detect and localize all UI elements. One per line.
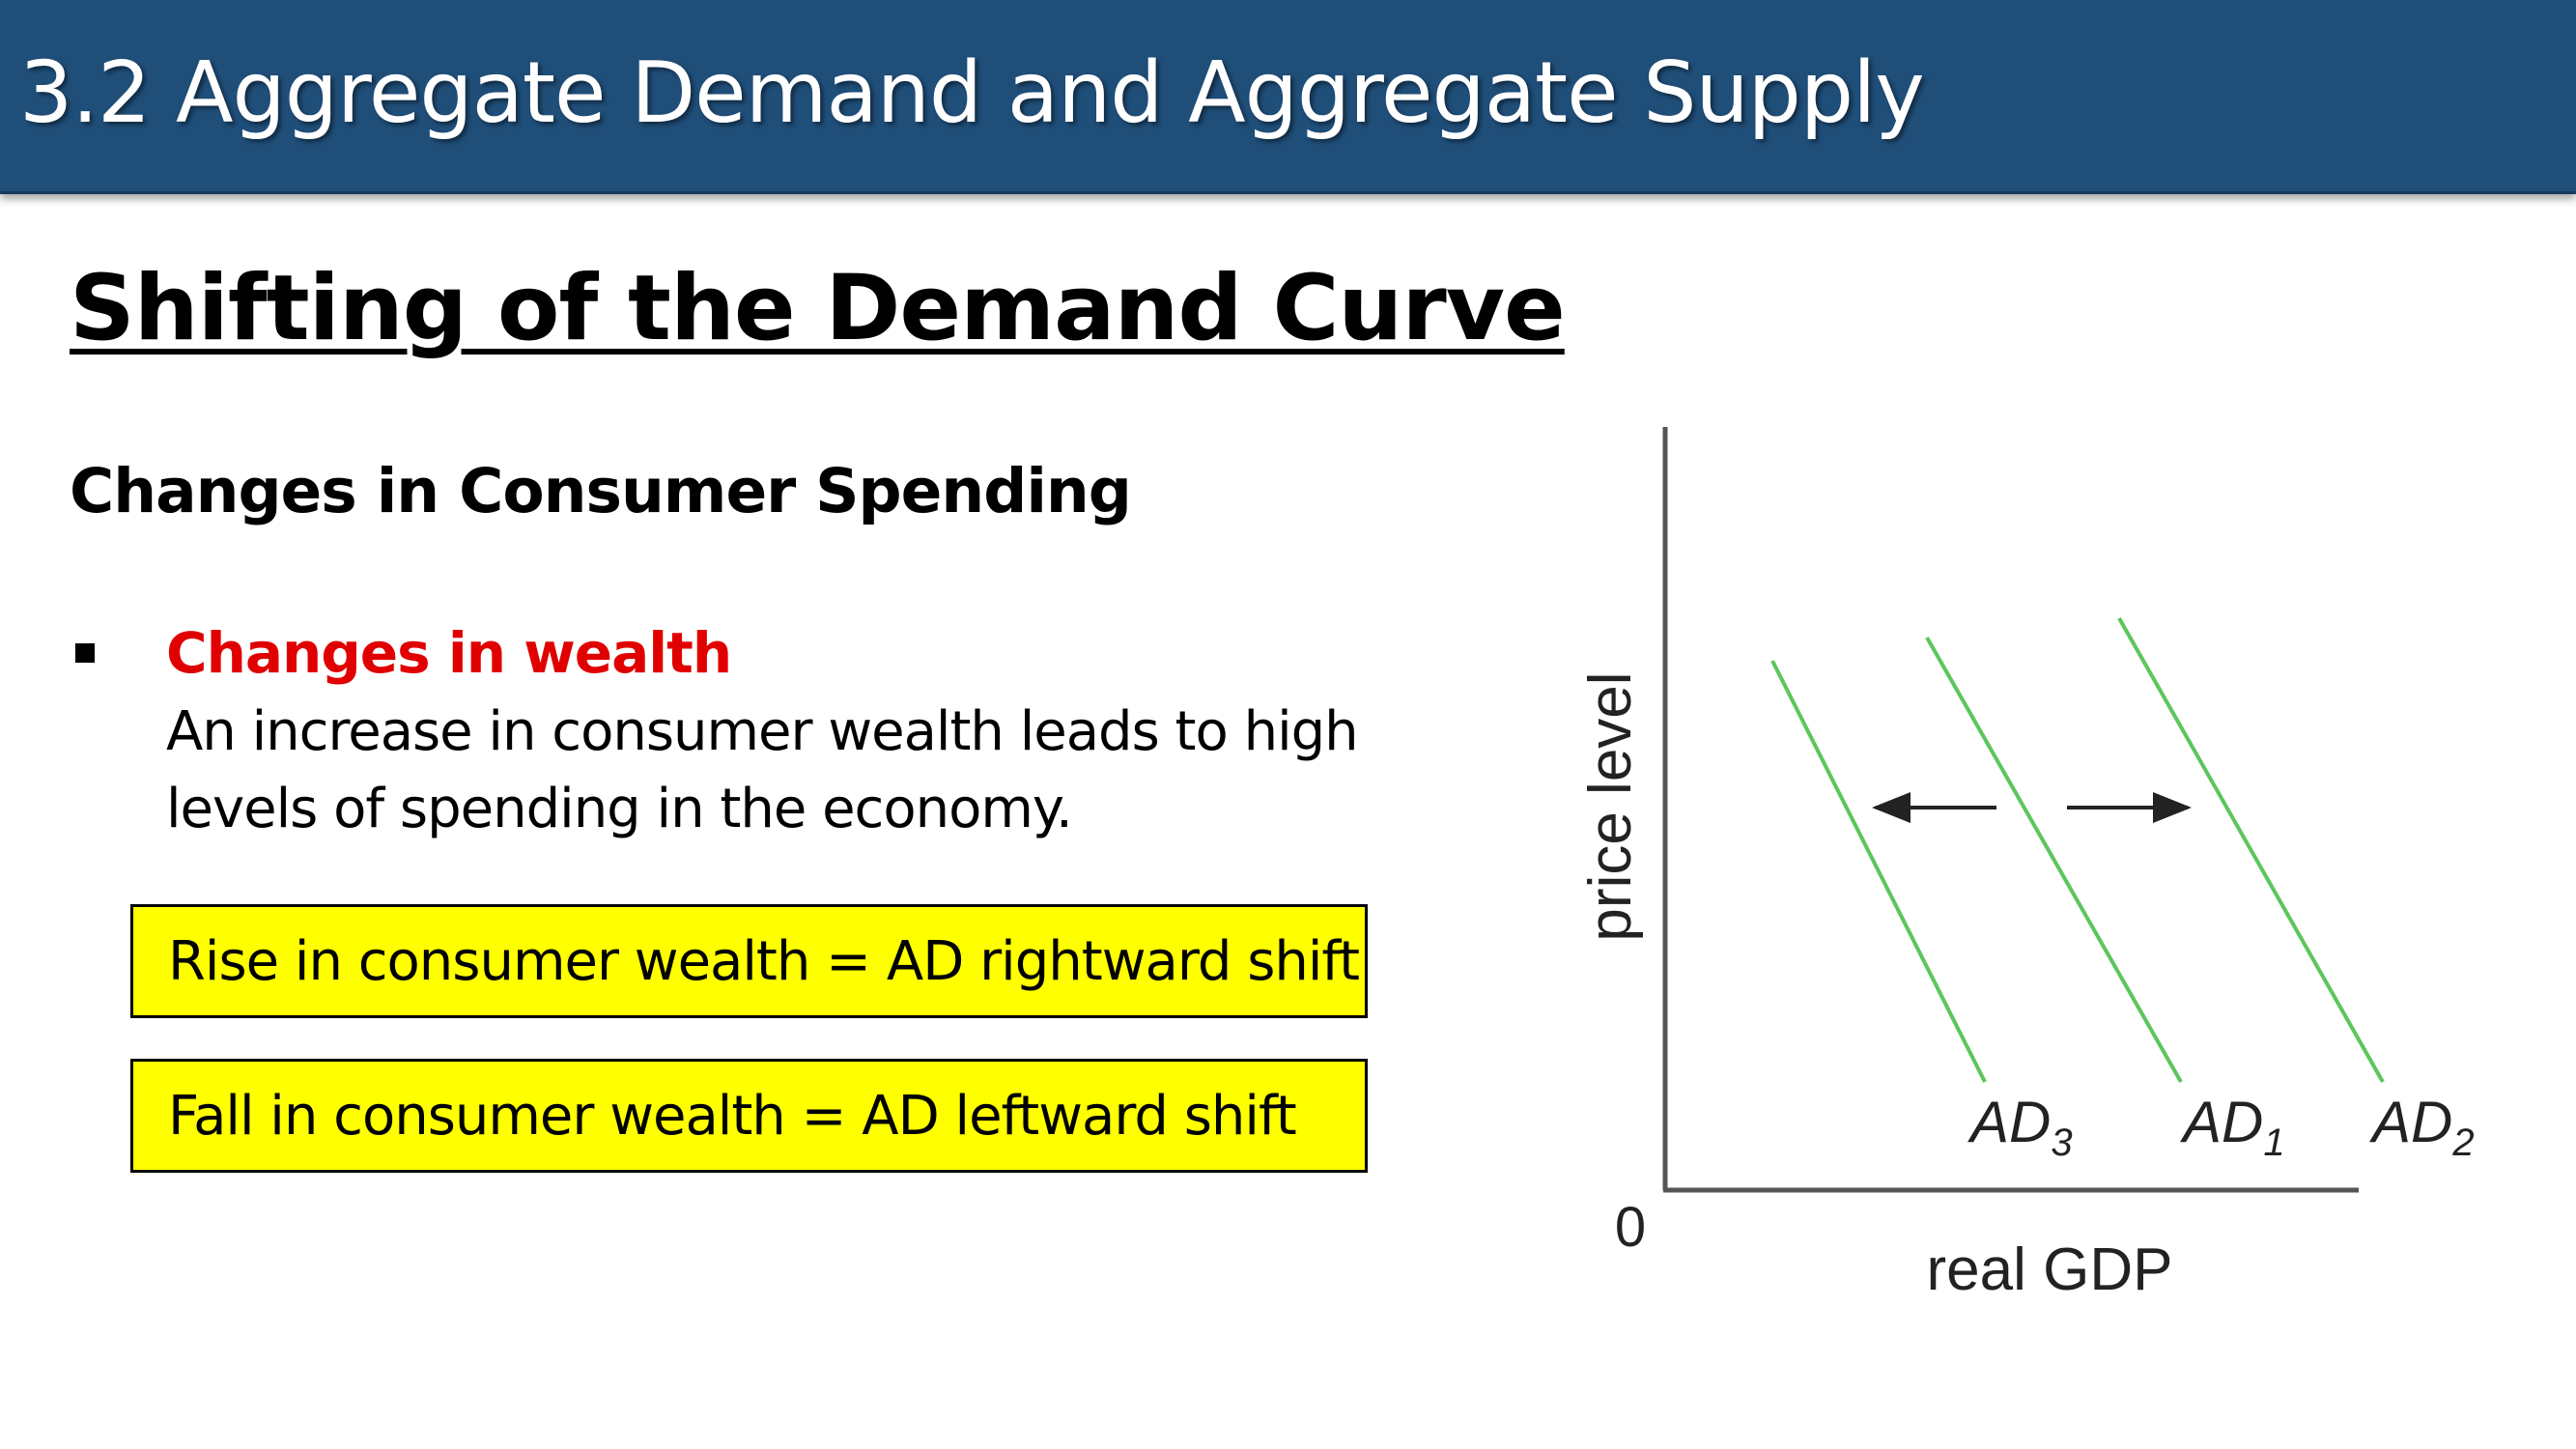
ad3-label-sub: 3 [2051, 1122, 2072, 1164]
ad1-label: AD1 [2180, 1090, 2285, 1164]
fall-wealth-text: Fall in consumer wealth = AD leftward sh… [168, 1085, 1297, 1148]
ad3-label: AD3 [1967, 1090, 2073, 1164]
rise-wealth-box: Rise in consumer wealth = AD rightward s… [130, 904, 1368, 1018]
slide-heading: Shifting of the Demand Curve [70, 256, 1566, 361]
ad-shift-diagram: price level real GDP 0 AD3 AD1 AD2 [1577, 427, 2475, 1303]
ad1-label-base: AD [2180, 1090, 2263, 1154]
square-bullet-icon [75, 643, 95, 663]
ad1-label-sub: 1 [2263, 1122, 2284, 1164]
x-axis-label: real GDP [1927, 1236, 2173, 1303]
ad2-curve [2117, 617, 2385, 1083]
slide-header-title: 3.2 Aggregate Demand and Aggregate Suppl… [19, 43, 1925, 142]
ad2-label: AD2 [2369, 1090, 2475, 1164]
bullet-title: Changes in wealth [166, 620, 732, 686]
bullet-body: An increase in consumer wealth leads to … [166, 700, 1359, 840]
ad3-curve [1770, 660, 1987, 1083]
ad2-label-sub: 2 [2451, 1122, 2474, 1164]
fall-wealth-box: Fall in consumer wealth = AD leftward sh… [130, 1059, 1368, 1173]
origin-label: 0 [1615, 1196, 1646, 1259]
ad3-label-base: AD [1967, 1090, 2051, 1154]
ad2-label-base: AD [2369, 1090, 2452, 1154]
slide-header: 3.2 Aggregate Demand and Aggregate Suppl… [0, 0, 2576, 194]
y-axis-label: price level [1577, 671, 1644, 941]
section-subheading: Changes in Consumer Spending [70, 456, 1132, 526]
ad1-curve [1925, 637, 2183, 1083]
rise-wealth-text: Rise in consumer wealth = AD rightward s… [168, 930, 1360, 993]
